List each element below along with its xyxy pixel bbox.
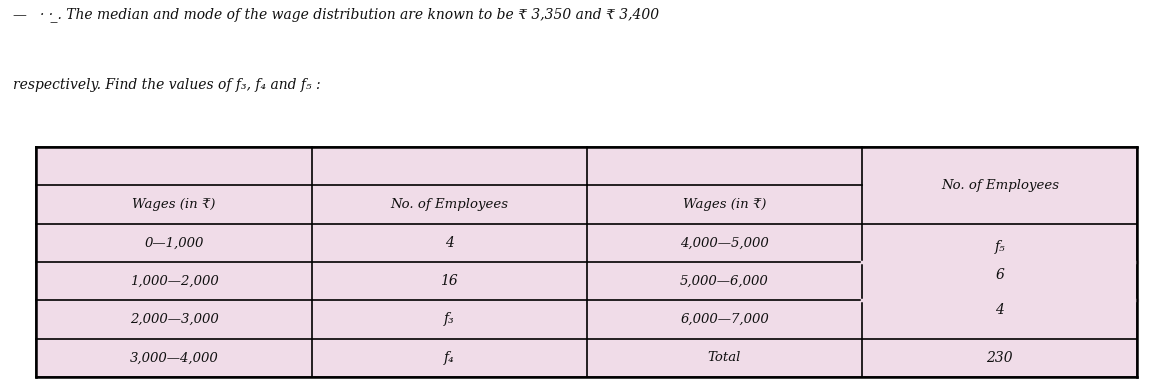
Bar — [36, 147, 1138, 377]
Text: 6: 6 — [995, 268, 1004, 283]
Text: 0—1,000: 0—1,000 — [145, 236, 203, 249]
Text: 4: 4 — [445, 236, 453, 250]
Text: Wages (in ₹): Wages (in ₹) — [132, 198, 216, 211]
Text: 16: 16 — [440, 274, 458, 288]
Text: 4,000—5,000: 4,000—5,000 — [680, 236, 769, 249]
Text: f₄: f₄ — [444, 351, 454, 365]
Text: 6,000—7,000: 6,000—7,000 — [680, 313, 769, 326]
Text: —   · · ̲̲. The median and mode of the wage distribution are known to be ₹ 3,350: — · · ̲̲. The median and mode of the wag… — [13, 7, 659, 22]
Text: 230: 230 — [987, 351, 1013, 365]
Text: No. of Employees: No. of Employees — [941, 179, 1059, 192]
Text: 3,000—4,000: 3,000—4,000 — [130, 351, 218, 364]
Text: f₃: f₃ — [444, 312, 454, 327]
Text: 1,000—2,000: 1,000—2,000 — [130, 275, 218, 288]
Text: respectively. Find the values of f₃, f₄ and f₅ :: respectively. Find the values of f₃, f₄ … — [13, 78, 321, 92]
Text: Total: Total — [708, 351, 742, 364]
Text: 5,000—6,000: 5,000—6,000 — [680, 275, 769, 288]
Text: f₅: f₅ — [994, 240, 1006, 254]
Text: Wages (in ₹): Wages (in ₹) — [683, 198, 766, 211]
Text: 4: 4 — [995, 303, 1004, 317]
Text: 2,000—3,000: 2,000—3,000 — [130, 313, 218, 326]
Text: No. of Employees: No. of Employees — [390, 198, 508, 211]
